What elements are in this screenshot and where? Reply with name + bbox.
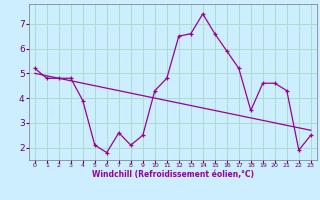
X-axis label: Windchill (Refroidissement éolien,°C): Windchill (Refroidissement éolien,°C) — [92, 170, 254, 179]
